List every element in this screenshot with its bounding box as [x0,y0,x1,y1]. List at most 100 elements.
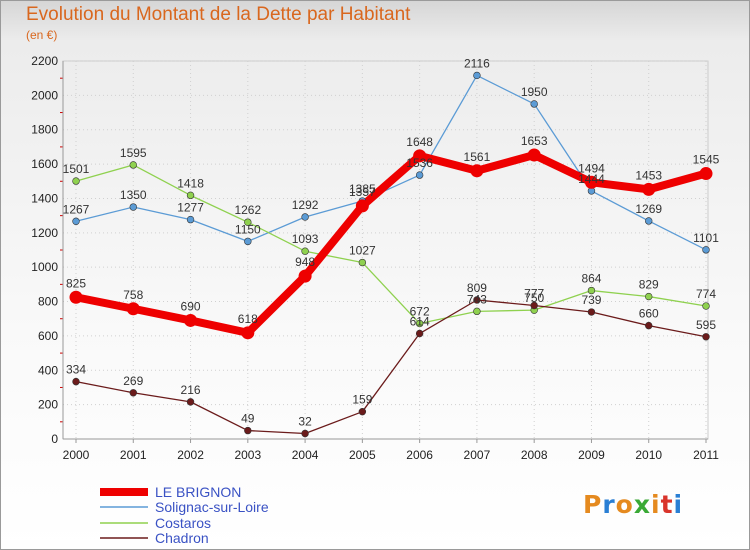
data-point [126,302,140,316]
data-point [244,237,252,246]
data-point [473,296,481,304]
logo-letter: o [615,490,634,519]
y-tick-label: 1800 [31,123,58,137]
y-tick-label: 2200 [31,54,58,68]
data-label: 595 [696,318,716,332]
y-tick-label: 1400 [31,191,58,205]
data-point [645,292,653,301]
legend-label: Costaros [155,515,211,531]
data-label: 672 [410,305,430,319]
data-point [244,218,252,226]
logo-letter: r [602,490,616,519]
series-line [72,150,710,337]
data-label: 1494 [578,161,605,175]
data-label: 690 [181,299,201,313]
data-label: 750 [524,291,544,305]
data-label: 614 [410,315,430,329]
data-point [244,426,252,435]
data-label: 864 [581,272,601,286]
y-tick-label: 800 [38,295,58,309]
data-label: 1385 [349,182,376,196]
logo-letter: P [583,490,603,519]
data-point [72,177,80,185]
x-tick-label: 2010 [635,448,662,462]
data-label: 1262 [234,203,261,217]
x-tick-label: 2008 [521,448,548,462]
chart-unit: (en €) [26,28,58,42]
legend-label: LE BRIGNON [155,484,241,500]
data-label: 1536 [406,156,433,170]
data-point [72,217,80,226]
data-point [129,161,137,169]
gridlines [62,60,709,440]
data-point [355,199,369,213]
y-tick-label: 1600 [31,157,58,171]
data-label: 1453 [635,168,662,182]
data-point [413,149,427,163]
data-point [241,326,255,340]
y-tick-label: 1000 [31,260,58,274]
data-label: 1267 [63,202,90,216]
logo-letter: i [651,490,661,519]
data-label: 159 [352,393,372,407]
data-labels: 1267 1350 1277 1150 1292 1385 1536 2116 1950 1444… [63,56,720,428]
data-label: 1545 [693,153,720,167]
data-point [702,246,710,254]
data-label: 948 [295,255,315,269]
x-tick-label: 2000 [63,448,90,462]
series-line [75,299,707,435]
data-point [702,302,710,310]
x-tick-label: 2011 [693,448,719,462]
data-point [415,171,424,179]
data-point [530,100,538,108]
data-label: 1277 [177,201,204,215]
y-tick-label: 0 [51,432,58,446]
series-points [69,71,713,438]
x-tick-label: 2009 [578,448,605,462]
data-label: 660 [639,307,659,321]
proxiti-logo: Proxiti [583,490,683,519]
data-point [584,175,598,189]
data-label: 1101 [693,231,719,245]
data-point [473,307,481,316]
data-point [298,269,312,283]
x-tick-label: 2003 [234,448,261,462]
data-point [645,217,653,225]
data-label: 216 [181,383,201,397]
x-axis: 2000 2001 2002 2003 2004 2005 2006 2007 2008 2009… [63,438,719,462]
data-point [470,164,484,178]
y-tick-label: 600 [38,329,58,343]
data-label: 774 [696,287,716,301]
data-point [186,215,195,224]
data-point [69,290,83,304]
x-tick-label: 2007 [464,448,491,462]
data-label: 1269 [635,202,662,216]
data-point [587,308,596,316]
data-label: 743 [467,292,487,306]
data-point [184,313,198,327]
logo-letter: i [673,490,684,519]
data-label: 1595 [120,146,147,160]
data-point [358,258,367,267]
data-point [530,301,538,310]
data-label: 334 [66,363,86,377]
data-point [129,203,137,211]
data-label: 1357 [349,185,376,199]
x-tick-label: 2004 [292,448,319,462]
data-point [301,247,309,255]
data-point [415,319,424,328]
data-point [473,71,481,80]
series-lines [72,74,710,435]
data-label: 777 [524,286,544,300]
data-label: 49 [241,412,255,426]
data-label: 1292 [292,198,319,212]
x-tick-label: 2005 [349,448,376,462]
data-point [129,389,137,397]
y-tick-label: 200 [38,398,58,412]
legend: LE BRIGNONSolignac-sur-LoireCostarosChad… [100,484,269,546]
data-label: 1444 [578,172,605,186]
data-point [72,377,80,386]
data-label: 1648 [406,135,433,149]
data-label: 825 [66,276,86,290]
